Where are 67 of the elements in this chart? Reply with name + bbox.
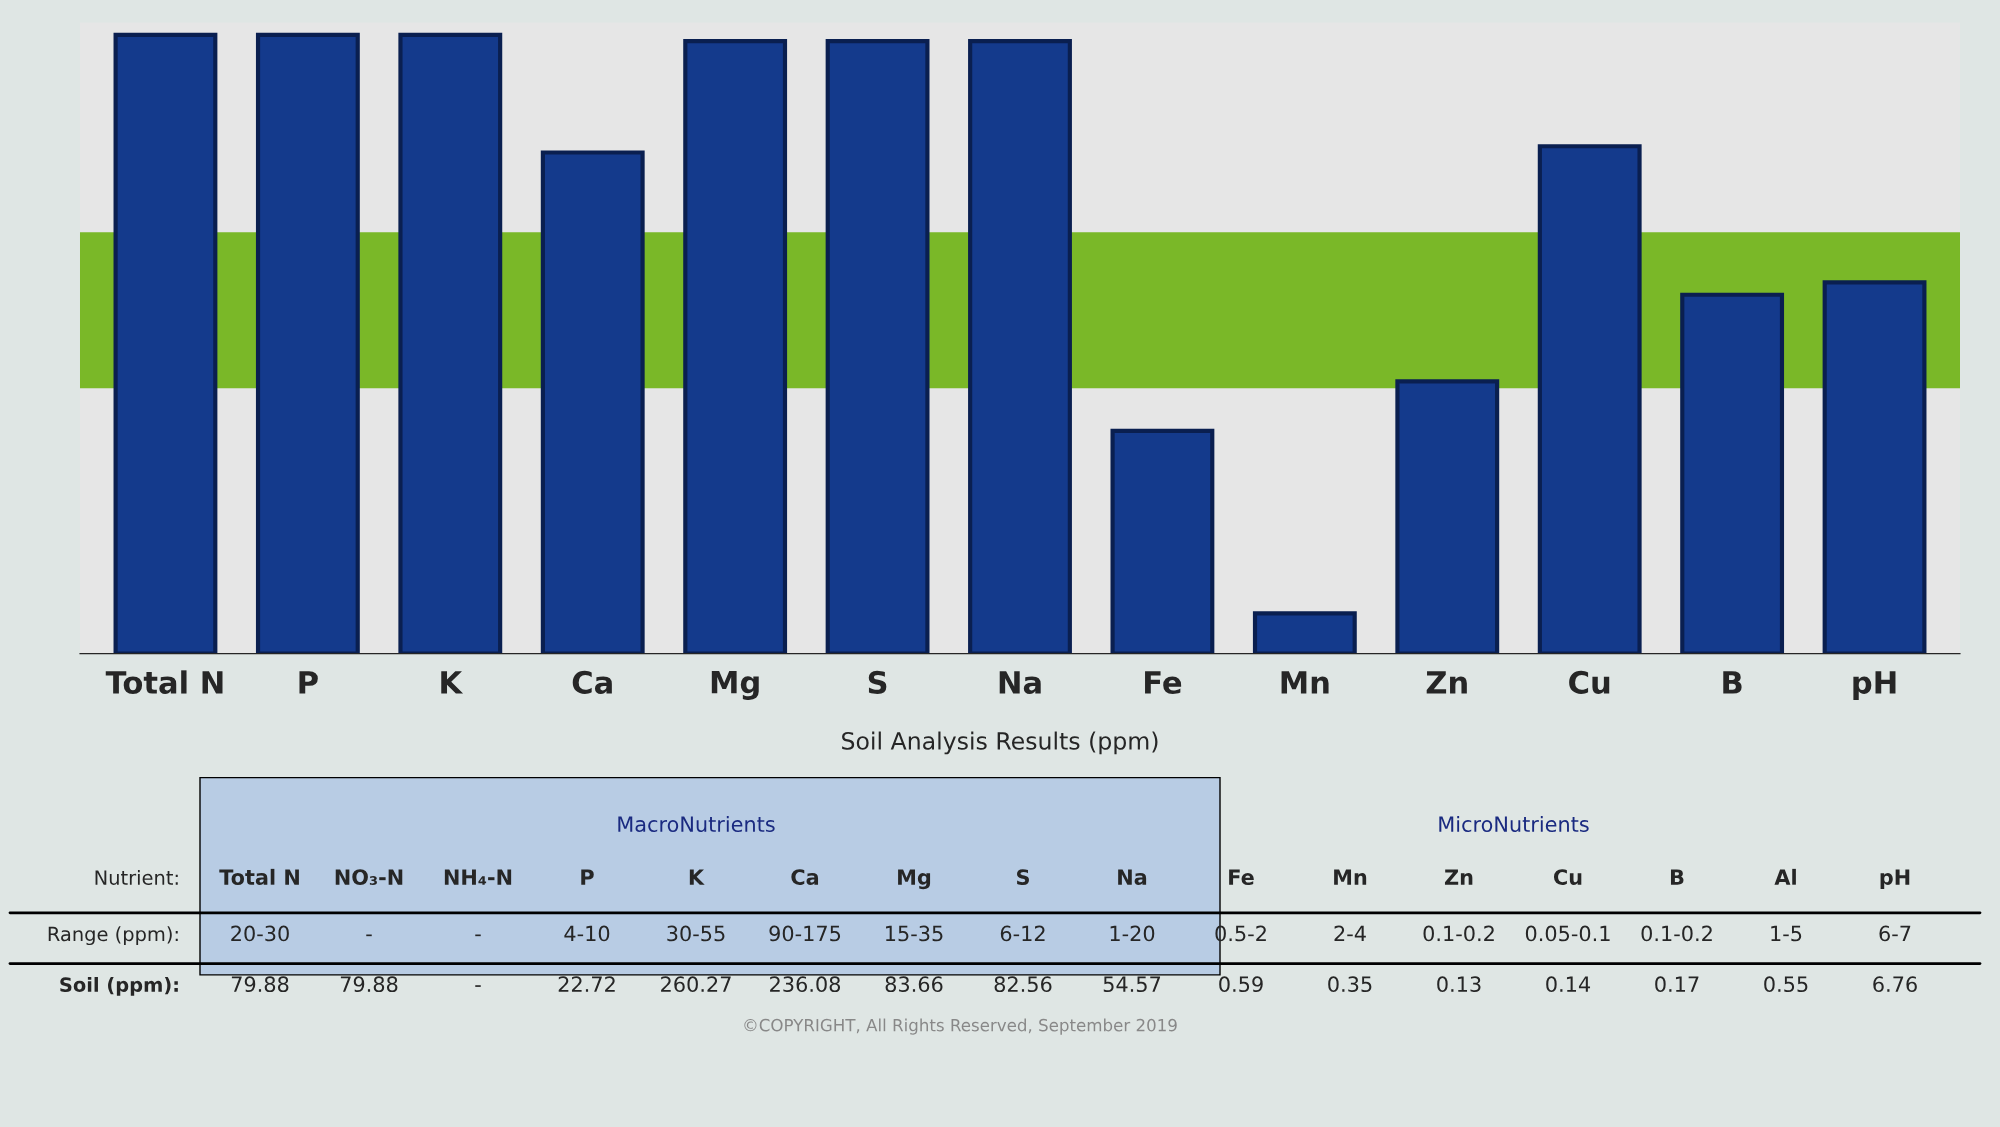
text: 79.88 xyxy=(340,976,398,993)
text: 2-4 xyxy=(1334,925,1366,942)
text: 15-35 xyxy=(886,925,943,942)
text: Total N xyxy=(219,868,299,885)
text: S xyxy=(1016,869,1029,885)
text: 236.08 xyxy=(770,976,841,993)
text: 22.72 xyxy=(558,976,615,992)
text: Cu xyxy=(1553,869,1582,885)
text: 30-55 xyxy=(667,925,725,942)
text: MicroNutrients xyxy=(1439,815,1589,833)
text: Mg xyxy=(898,869,931,890)
text: - xyxy=(366,934,372,937)
text: 82.56 xyxy=(994,976,1052,993)
text: 0.1-0.2 xyxy=(1641,925,1712,942)
text: 0.05-0.1 xyxy=(1525,925,1610,942)
text: 6-12 xyxy=(1000,925,1045,942)
text: Zn xyxy=(1444,869,1473,885)
text: ©COPYRIGHT, All Rights Reserved, September 2019 xyxy=(744,1018,1177,1035)
x-tick-label: Mn xyxy=(1281,671,1329,694)
x-tick-label: P xyxy=(299,671,318,694)
text: 90-175 xyxy=(769,925,841,942)
x-tick-label: Fe xyxy=(1145,671,1182,694)
text: NH₄-N xyxy=(444,869,512,885)
x-tick-label: K xyxy=(441,671,464,694)
text: 0.17 xyxy=(1655,976,1699,993)
text: MacroNutrients xyxy=(618,815,775,833)
text: Ca xyxy=(791,869,819,885)
text: NO₃-N xyxy=(335,869,403,885)
text: 0.14 xyxy=(1546,976,1591,993)
text: Soil Analysis Results (ppm) xyxy=(842,731,1158,755)
text: B xyxy=(1670,869,1684,885)
text: Na xyxy=(1118,869,1147,885)
x-tick-label: Na xyxy=(999,671,1041,694)
x-tick-label: Zn xyxy=(1426,671,1467,694)
text: Soil (ppm): xyxy=(60,976,178,996)
x-tick-label: S xyxy=(868,670,887,694)
text: 0.1-0.2 xyxy=(1423,925,1494,942)
x-tick-label: Mg xyxy=(711,671,759,700)
text: 0.55 xyxy=(1764,976,1808,993)
text: Nutrient: xyxy=(95,869,178,885)
text: 6.76 xyxy=(1873,976,1917,993)
x-tick-label: pH xyxy=(1853,671,1896,700)
text: 260.27 xyxy=(661,976,731,993)
text: 0.35 xyxy=(1328,976,1372,993)
text: Fe xyxy=(1229,869,1254,885)
text: 4-10 xyxy=(564,925,610,942)
text: 83.66 xyxy=(885,976,943,993)
x-tick-label: Total N xyxy=(105,670,223,694)
text: 0.59 xyxy=(1219,976,1263,993)
text: 54.57 xyxy=(1103,976,1161,993)
x-tick-label: Cu xyxy=(1569,670,1610,694)
text: Mn xyxy=(1334,869,1367,885)
text: pH xyxy=(1880,869,1910,890)
x-tick-label: B xyxy=(1723,671,1742,694)
text: 0.13 xyxy=(1437,976,1481,993)
text: 1-5 xyxy=(1771,925,1802,942)
x-tick-label: Ca xyxy=(572,670,612,694)
text: K xyxy=(689,869,705,885)
text: 79.88 xyxy=(231,976,289,993)
text: Range (ppm): xyxy=(48,926,178,946)
text: Al xyxy=(1774,868,1796,885)
text: - xyxy=(475,934,481,937)
text: 1-20 xyxy=(1110,925,1155,942)
text: 6-7 xyxy=(1879,925,1911,942)
text: - xyxy=(475,985,481,987)
text: 20-30 xyxy=(231,925,289,942)
text: P xyxy=(581,869,594,885)
